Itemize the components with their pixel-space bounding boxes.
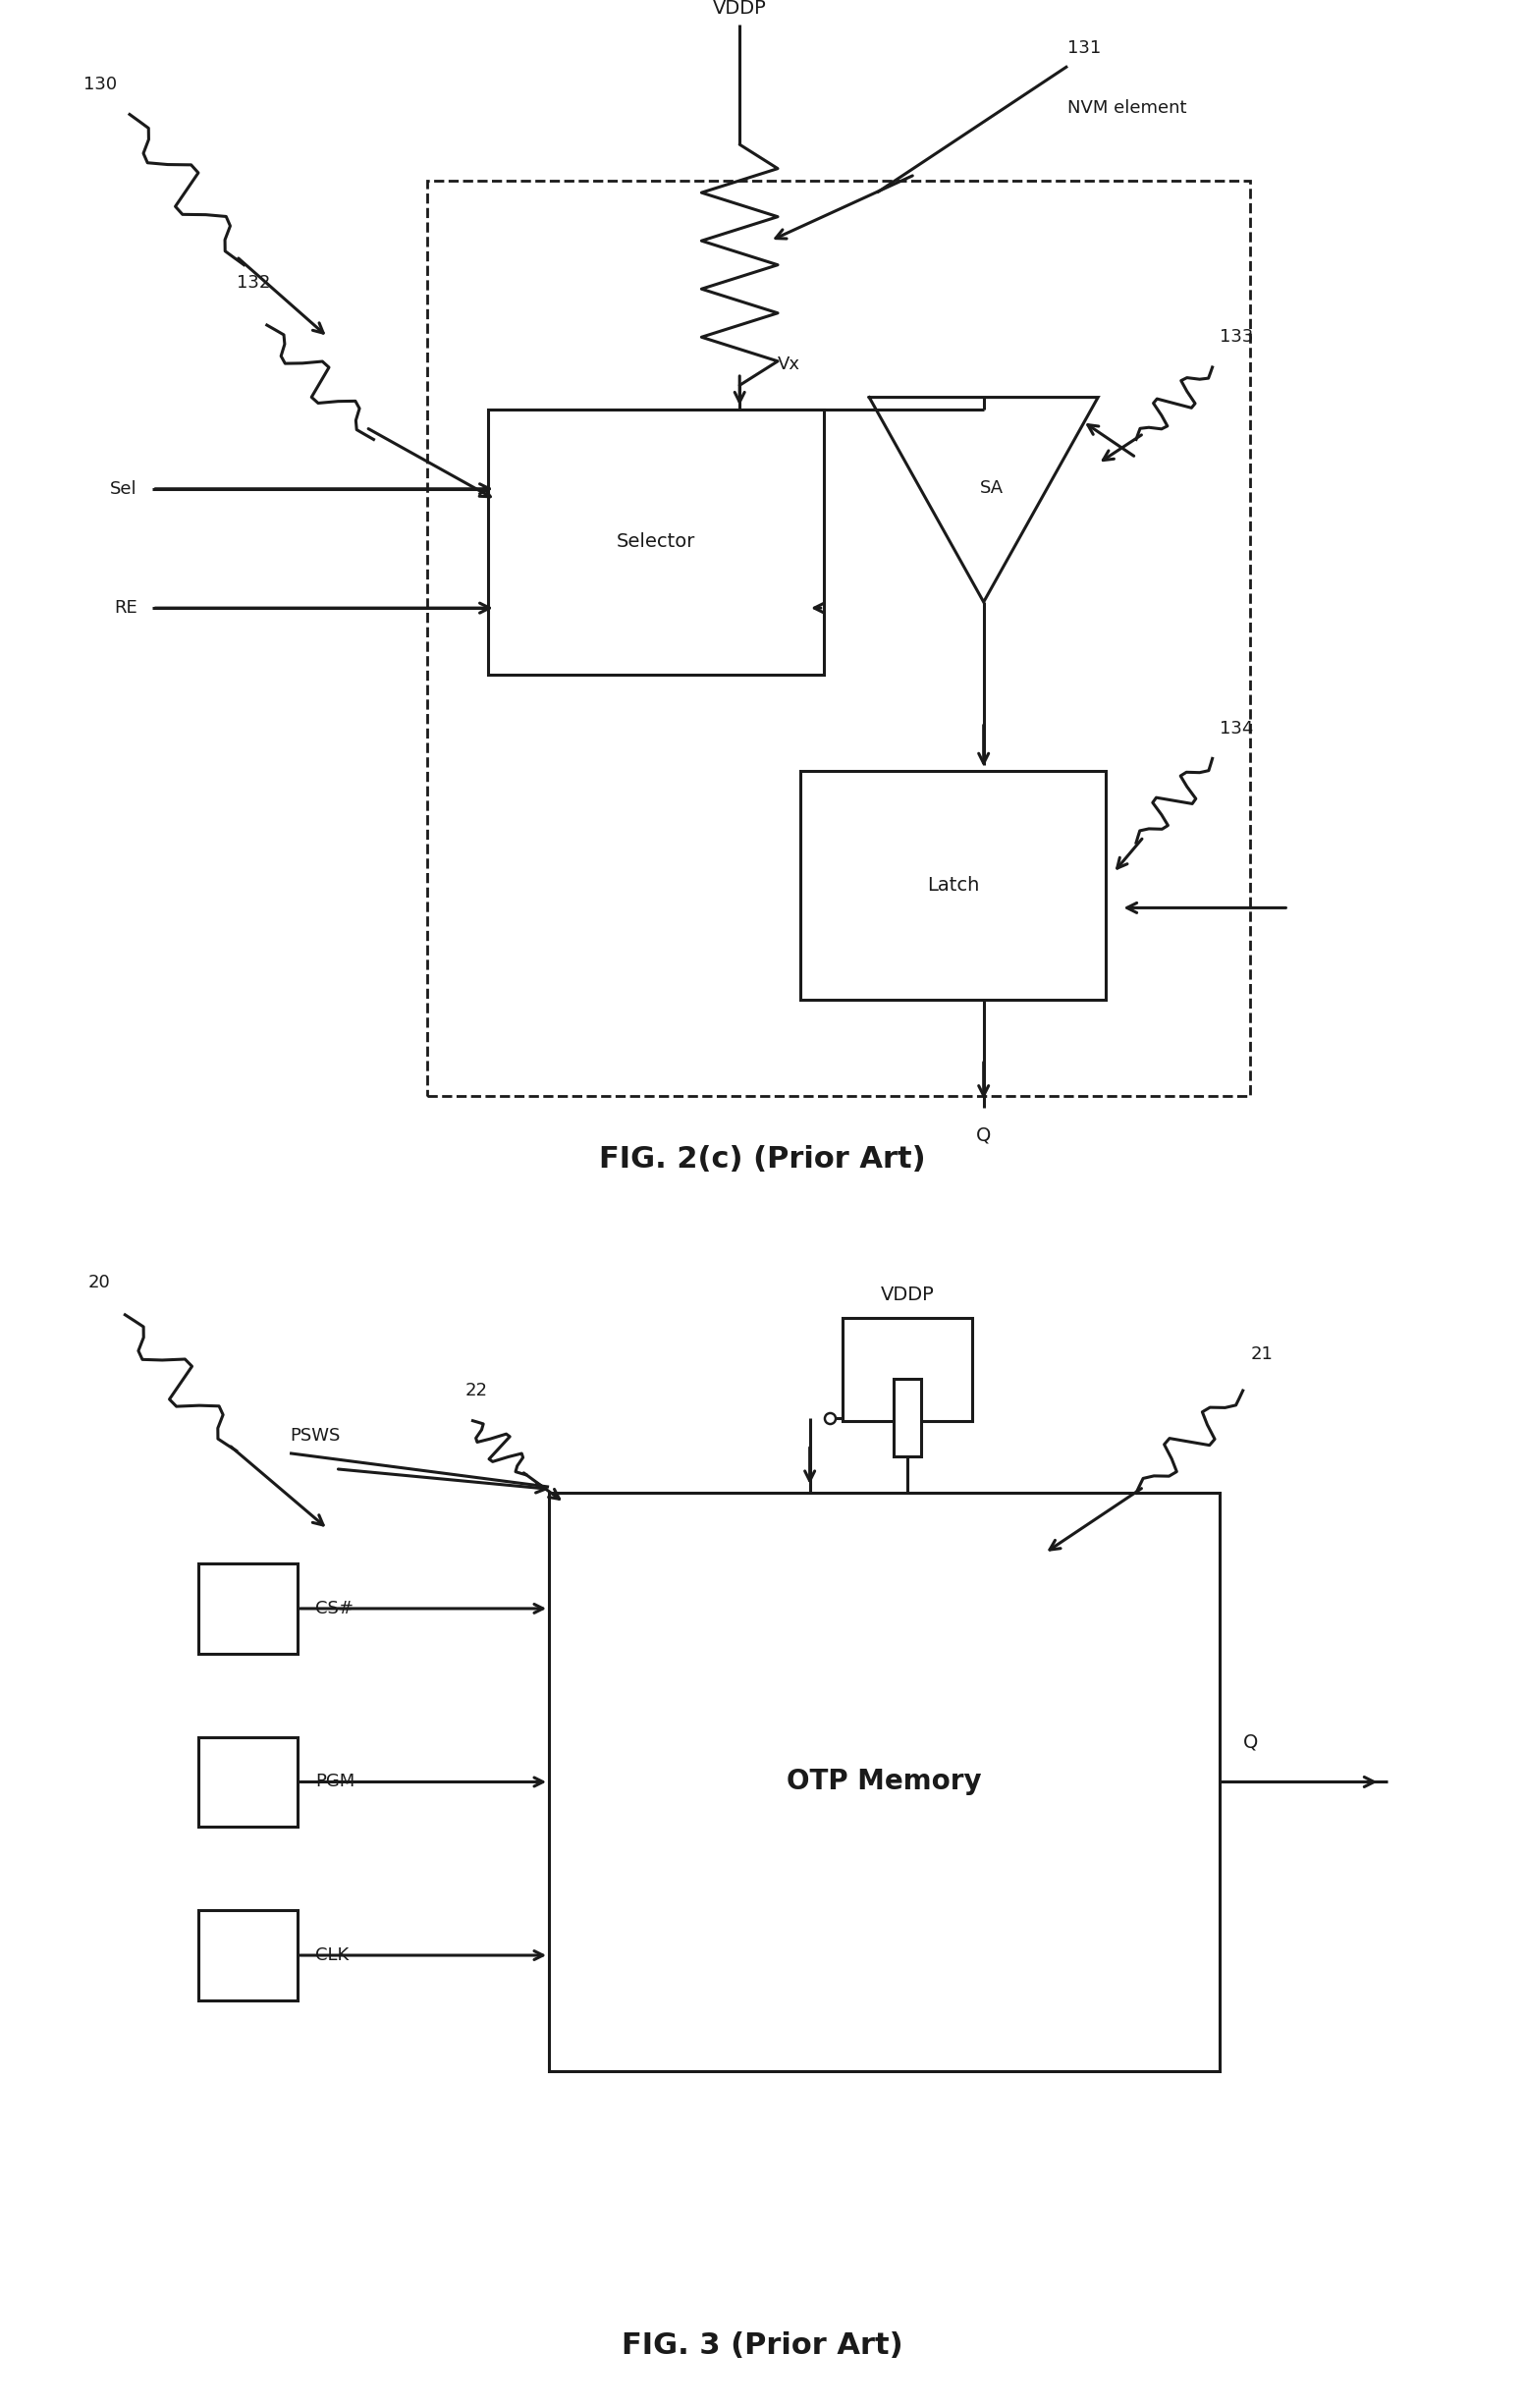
Bar (427, 181, 1250, 1096)
Text: 133: 133 (1220, 327, 1254, 347)
Text: PGM: PGM (316, 1772, 355, 1792)
Polygon shape (869, 397, 1098, 602)
Text: FIG. 2(c) (Prior Art): FIG. 2(c) (Prior Art) (599, 1146, 926, 1173)
Text: OTP Memory: OTP Memory (787, 1767, 982, 1796)
Text: 20: 20 (88, 1274, 111, 1291)
Text: 131: 131 (1068, 39, 1101, 58)
Text: 134: 134 (1220, 720, 1254, 737)
Bar (549, 1493, 1220, 2071)
Text: PSWS: PSWS (290, 1428, 340, 1445)
Bar (894, 1377, 921, 1457)
Bar (198, 1910, 297, 2001)
Bar (488, 409, 824, 674)
Bar (198, 1736, 297, 1828)
Text: CS#: CS# (316, 1599, 354, 1618)
Bar (842, 1320, 973, 1421)
Text: Q: Q (976, 1125, 991, 1144)
Text: Vx: Vx (778, 356, 801, 373)
Text: Sel: Sel (110, 479, 137, 498)
Text: Selector: Selector (616, 532, 695, 551)
Text: CLK: CLK (316, 1946, 349, 1965)
Text: Q: Q (1243, 1734, 1258, 1753)
Text: Latch: Latch (927, 877, 979, 893)
Text: 21: 21 (1250, 1346, 1273, 1363)
Text: NVM element: NVM element (1068, 99, 1186, 118)
Bar (801, 771, 1106, 999)
Text: SA: SA (979, 479, 1003, 496)
Bar (198, 1563, 297, 1654)
Text: VDDP: VDDP (712, 0, 767, 19)
Text: FIG. 3 (Prior Art): FIG. 3 (Prior Art) (622, 2331, 903, 2360)
Text: 22: 22 (465, 1382, 488, 1399)
Text: 132: 132 (236, 275, 270, 291)
Text: RE: RE (114, 600, 137, 616)
Text: 130: 130 (84, 75, 117, 94)
Text: VDDP: VDDP (880, 1286, 935, 1305)
